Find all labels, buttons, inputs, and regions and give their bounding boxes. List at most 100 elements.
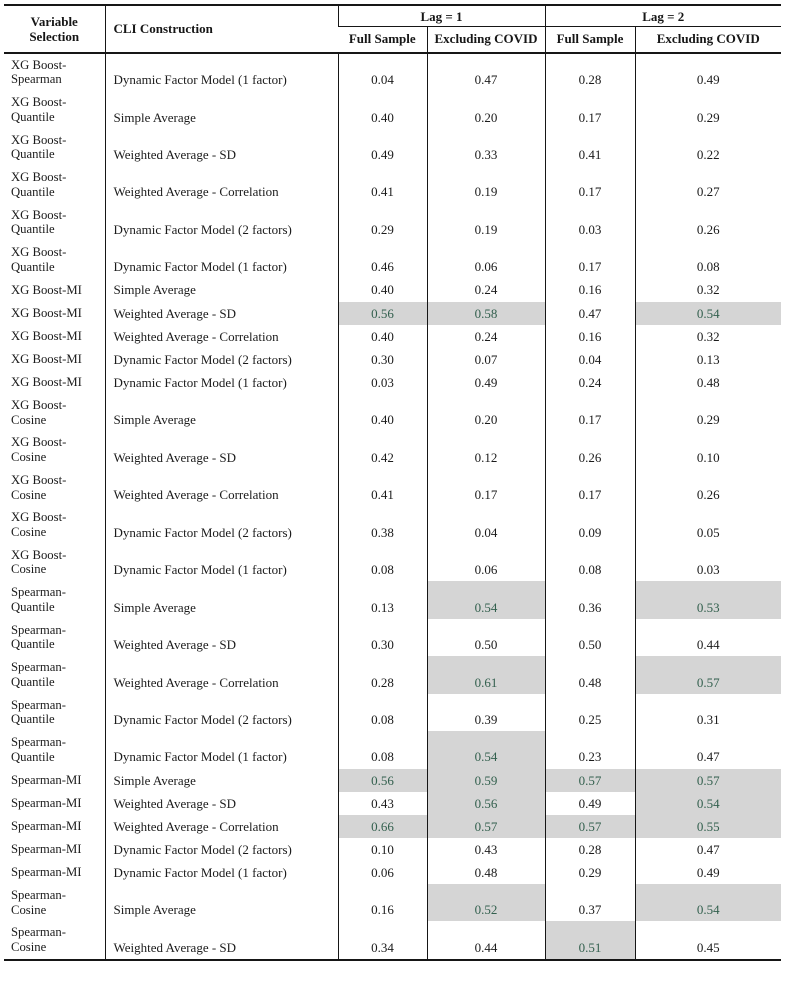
value-cell: 0.06: [426, 241, 545, 279]
variable-selection-cell: XG Boost-Quantile: [11, 95, 67, 124]
table-row: XG Boost-Quantile Weighted Average - Corr…: [4, 166, 781, 204]
value-cell: 0.29: [544, 860, 635, 884]
value-cell: 0.32: [634, 278, 781, 302]
cli-construction-cell: Weighted Average - Correlation: [104, 656, 338, 694]
value-cell: 0.33: [426, 128, 545, 167]
value-cell: 0.37: [544, 883, 635, 922]
cli-construction-cell: Dynamic Factor Model (2 factors): [104, 203, 338, 241]
value-cell: 0.20: [426, 393, 545, 432]
table-row: Spearman-Quantile Weighted Average - SD 0.…: [4, 618, 781, 657]
value-cell: 0.08: [337, 693, 427, 732]
value-cell: 0.16: [544, 278, 635, 302]
value-cell: 0.50: [426, 618, 545, 657]
variable-selection-cell: XG Boost-MI: [11, 352, 82, 367]
value-cell: 0.19: [426, 203, 545, 241]
value-cell: 0.45: [634, 921, 781, 960]
value-cell: 0.07: [426, 347, 545, 371]
value-cell: 0.20: [426, 91, 545, 129]
cli-construction-cell: Simple Average: [104, 581, 338, 619]
value-cell: 0.29: [634, 393, 781, 432]
value-cell: 0.03: [337, 370, 427, 394]
variable-selection-cell: XG Boost-MI: [11, 305, 82, 320]
value-cell: 0.51: [544, 921, 635, 960]
value-cell: 0.49: [634, 860, 781, 884]
value-cell: 0.09: [544, 506, 635, 544]
variable-selection-cell: Spearman-MI: [11, 842, 82, 857]
value-cell: 0.08: [337, 731, 427, 769]
header-row-samples: Full Sample Excluding COVID Full Sample …: [4, 26, 781, 53]
value-cell: 0.58: [426, 301, 545, 325]
header-row-groups: Variable Selection CLI Construction Lag …: [4, 5, 781, 53]
cli-construction-cell: Dynamic Factor Model (2 factors): [104, 506, 338, 544]
value-cell: 0.47: [544, 301, 635, 325]
col-header-lag1: Lag = 1: [337, 5, 545, 28]
value-cell: 0.57: [544, 768, 635, 792]
table-row: Spearman-Quantile Dynamic Factor Model (1…: [4, 731, 781, 769]
value-cell: 0.47: [634, 837, 781, 861]
value-cell: 0.49: [544, 791, 635, 815]
value-cell: 0.49: [426, 370, 545, 394]
value-cell: 0.40: [337, 324, 427, 348]
cli-construction-cell: Weighted Average - Correlation: [104, 468, 338, 507]
table-row: Spearman-MI Weighted Average - Correlatio…: [4, 814, 781, 838]
table-row: XG Boost-MI Weighted Average - Correlatio…: [4, 324, 781, 348]
table-row: XG Boost-Quantile Dynamic Factor Model (2…: [4, 203, 781, 241]
value-cell: 0.54: [426, 581, 545, 619]
value-cell: 0.30: [337, 618, 427, 657]
table-row: Spearman-Cosine Weighted Average - SD 0.34…: [4, 921, 781, 960]
table-row: Spearman-MI Weighted Average - SD 0.43 0.56…: [4, 791, 781, 815]
variable-selection-cell: Spearman-Quantile: [11, 660, 66, 689]
table-row: XG Boost-Quantile Weighted Average - SD 0.…: [4, 128, 781, 167]
value-cell: 0.03: [544, 203, 635, 241]
value-cell: 0.57: [544, 814, 635, 838]
value-cell: 0.08: [544, 543, 635, 582]
value-cell: 0.50: [544, 618, 635, 657]
cli-construction-cell: Weighted Average - SD: [104, 431, 338, 469]
value-cell: 0.19: [426, 166, 545, 204]
col-header-excluding-covid-lag2: Excluding COVID: [634, 26, 781, 53]
table-row: XG Boost-MI Dynamic Factor Model (2 facto…: [4, 347, 781, 371]
value-cell: 0.53: [634, 581, 781, 619]
value-cell: 0.61: [426, 656, 545, 694]
value-cell: 0.41: [544, 128, 635, 167]
value-cell: 0.57: [634, 656, 781, 694]
variable-selection-cell: XG Boost-Cosine: [11, 435, 67, 465]
variable-selection-cell: XG Boost-Cosine: [11, 547, 67, 577]
value-cell: 0.46: [337, 241, 427, 279]
cli-construction-cell: Weighted Average - SD: [104, 301, 338, 325]
value-cell: 0.24: [426, 324, 545, 348]
variable-selection-cell: XG Boost-Quantile: [11, 245, 67, 274]
value-cell: 0.17: [544, 166, 635, 204]
value-cell: 0.05: [634, 506, 781, 544]
table-row: XG Boost-Cosine Simple Average 0.40 0.20 0.1…: [4, 393, 781, 432]
value-cell: 0.44: [426, 921, 545, 960]
value-cell: 0.25: [544, 693, 635, 732]
cli-construction-cell: Weighted Average - SD: [104, 791, 338, 815]
cli-construction-cell: Simple Average: [104, 278, 338, 302]
value-cell: 0.43: [337, 791, 427, 815]
value-cell: 0.27: [634, 166, 781, 204]
value-cell: 0.17: [544, 393, 635, 432]
value-cell: 0.10: [337, 837, 427, 861]
variable-selection-cell: XG Boost-Cosine: [11, 472, 67, 502]
cli-construction-cell: Dynamic Factor Model (2 factors): [104, 693, 338, 732]
variable-selection-cell: XG Boost-Quantile: [11, 132, 67, 162]
value-cell: 0.56: [337, 768, 427, 792]
cli-construction-cell: Dynamic Factor Model (2 factors): [104, 347, 338, 371]
value-cell: 0.57: [634, 768, 781, 792]
value-cell: 0.17: [544, 91, 635, 129]
col-header-lag2: Lag = 2: [544, 5, 781, 28]
value-cell: 0.41: [337, 468, 427, 507]
table-row: Spearman-Quantile Weighted Average - Corr…: [4, 656, 781, 694]
value-cell: 0.23: [544, 731, 635, 769]
value-cell: 0.10: [634, 431, 781, 469]
value-cell: 0.24: [426, 278, 545, 302]
value-cell: 0.44: [634, 618, 781, 657]
col-header-excluding-covid-lag1: Excluding COVID: [426, 26, 545, 53]
col-header-cli-construction: CLI Construction: [104, 5, 338, 53]
table-row: Spearman-MI Simple Average 0.56 0.59 0.57 0.5…: [4, 768, 781, 792]
variable-selection-cell: XG Boost-Quantile: [11, 170, 67, 199]
table-row: XG Boost-Quantile Simple Average 0.40 0.20 0…: [4, 91, 781, 129]
variable-selection-cell: Spearman-Quantile: [11, 735, 66, 764]
value-cell: 0.06: [426, 543, 545, 582]
